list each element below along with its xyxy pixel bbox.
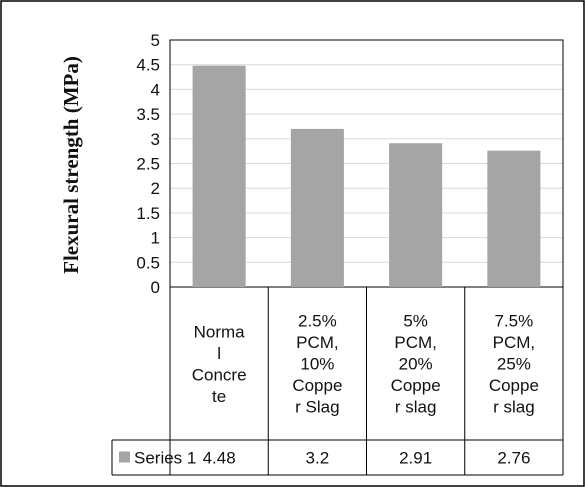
category-label: PCM, bbox=[296, 333, 339, 352]
bar bbox=[192, 65, 246, 287]
legend-label: Series 1 bbox=[134, 449, 196, 468]
y-axis-label: Flexural strength (MPa) bbox=[59, 56, 83, 274]
y-tick-label: 2.5 bbox=[136, 155, 160, 174]
data-table: Norma l Concre te 2.5% PCM, 10% Coppe r Slag 5% PC… bbox=[111, 287, 564, 476]
category-label: l bbox=[217, 344, 221, 363]
y-tick-label: 3.5 bbox=[136, 105, 160, 124]
y-tick-label: 5 bbox=[151, 31, 160, 50]
y-tick-label: 3 bbox=[151, 130, 160, 149]
y-tick-label: 4.5 bbox=[136, 56, 160, 75]
y-tick-labels: 0 0.5 1 1.5 2 2.5 3 3.5 4 4.5 5 bbox=[136, 31, 160, 297]
category-label: Coppe bbox=[489, 376, 539, 395]
category-label: te bbox=[212, 387, 226, 406]
category-label: 5% bbox=[403, 312, 428, 331]
category-label: 10% bbox=[300, 355, 334, 374]
bar bbox=[389, 143, 443, 287]
y-tick-label: 2 bbox=[151, 179, 160, 198]
category-label: r slag bbox=[493, 398, 535, 417]
category-label: Coppe bbox=[292, 376, 342, 395]
category-label: PCM, bbox=[394, 333, 437, 352]
category-label: 20% bbox=[399, 355, 433, 374]
y-tick-label: 0 bbox=[151, 278, 160, 297]
bars bbox=[192, 65, 541, 287]
category-label: 2.5% bbox=[298, 312, 337, 331]
y-tick-label: 1 bbox=[151, 229, 160, 248]
category-label: r slag bbox=[395, 398, 437, 417]
data-value-label: 2.91 bbox=[399, 449, 432, 468]
category-label: Norma bbox=[194, 322, 246, 341]
data-value-label: 2.76 bbox=[497, 449, 530, 468]
data-value-label: 4.48 bbox=[203, 449, 236, 468]
category-label: PCM, bbox=[493, 333, 536, 352]
bar bbox=[487, 150, 541, 287]
y-tick-label: 1.5 bbox=[136, 204, 160, 223]
category-label: Concre bbox=[192, 365, 247, 384]
y-tick-label: 4 bbox=[151, 80, 160, 99]
category-label: Coppe bbox=[391, 376, 441, 395]
legend-swatch bbox=[119, 451, 130, 463]
data-value-label: 3.2 bbox=[306, 449, 330, 468]
category-label: r Slag bbox=[295, 398, 339, 417]
bar bbox=[290, 128, 344, 287]
category-label: 7.5% bbox=[495, 312, 534, 331]
category-label: 25% bbox=[497, 355, 531, 374]
y-tick-label: 0.5 bbox=[136, 253, 160, 272]
